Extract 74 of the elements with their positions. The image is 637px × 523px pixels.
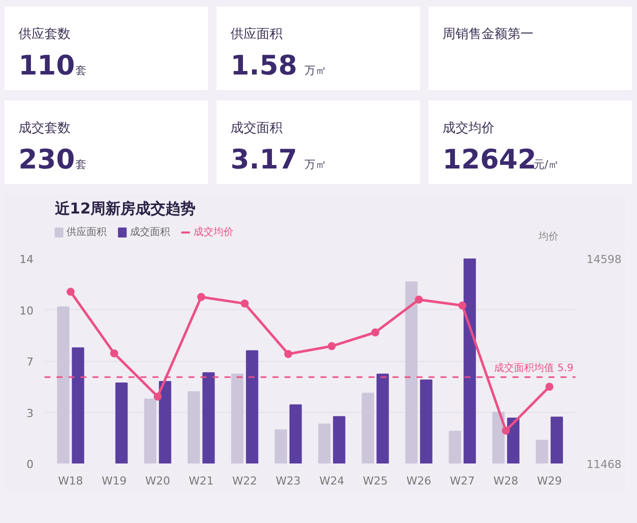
point [66,288,75,296]
bar [448,430,462,464]
bar [318,423,331,464]
y2-tick-label: 11468 [586,458,622,471]
y-tick-label: 0 [26,458,34,471]
bar [274,429,287,464]
bar [115,382,128,464]
bar [420,380,432,464]
x-tick-label: W19 [102,474,127,488]
point [284,350,292,358]
text: 成交均价 [442,120,494,136]
x-tick-label: W29 [536,474,562,488]
bar [231,374,244,464]
x-tick-label: W23 [276,474,301,488]
text: 供应面积 [230,26,282,42]
bar [289,404,302,464]
x-tick-label: W18 [58,474,84,488]
bar [188,391,200,464]
bar [536,440,548,464]
point [414,296,423,304]
y-tick-label: 3 [26,406,34,420]
x-tick-label: W28 [493,474,518,488]
x-tick-label: W20 [145,474,170,488]
point [502,426,510,435]
text: 1.58 [230,50,298,82]
point [328,342,336,350]
y2-axis-title: 均价 [538,230,559,242]
y-tick-label: 14 [20,253,34,266]
legend-label: 供应面积 [66,226,107,238]
bar [362,392,374,464]
text: 成交面积 [230,120,282,136]
y2-tick-label: 14598 [586,253,622,266]
point [240,300,249,308]
ref-line-label: 成交面积均值 5.9 [494,362,574,374]
legend-label: 成交面积 [130,226,170,238]
x-tick-label: W25 [362,474,388,488]
bar [144,398,156,464]
bar [333,416,346,464]
text: 供应套数 [18,26,70,42]
bar [202,372,215,464]
text: 元/㎡ [534,158,560,171]
bar [158,381,172,464]
x-tick-label: W22 [232,474,258,488]
y-tick-label: 7 [26,356,34,368]
bar [507,418,520,464]
text: 周销售金额第一 [442,27,534,42]
bar [550,416,563,464]
text: 110 [18,50,75,82]
x-tick-label: W24 [319,474,344,488]
x-tick-label: W27 [450,474,475,488]
point [154,392,162,401]
bar [246,350,258,464]
point [545,382,554,391]
chart-title: 近12周新房成交趋势 [54,200,196,218]
point [197,293,206,302]
text: 万㎡ [304,158,326,171]
y-tick-label: 10 [20,304,34,318]
bar [57,306,70,464]
text: 3.17 [230,144,298,176]
text: 套 [76,64,86,77]
bar [405,281,418,464]
x-tick-label: W26 [406,474,432,488]
text: 套 [76,158,86,171]
point [371,328,380,336]
bar [464,258,476,464]
text: 230 [18,144,75,176]
point [110,349,118,358]
text: 成交套数 [18,120,70,136]
bar [72,347,84,464]
point [458,302,466,310]
text: 万㎡ [304,64,326,77]
x-tick-label: W21 [188,474,214,488]
legend-label: 成交均价 [193,226,234,238]
bar [376,374,389,464]
